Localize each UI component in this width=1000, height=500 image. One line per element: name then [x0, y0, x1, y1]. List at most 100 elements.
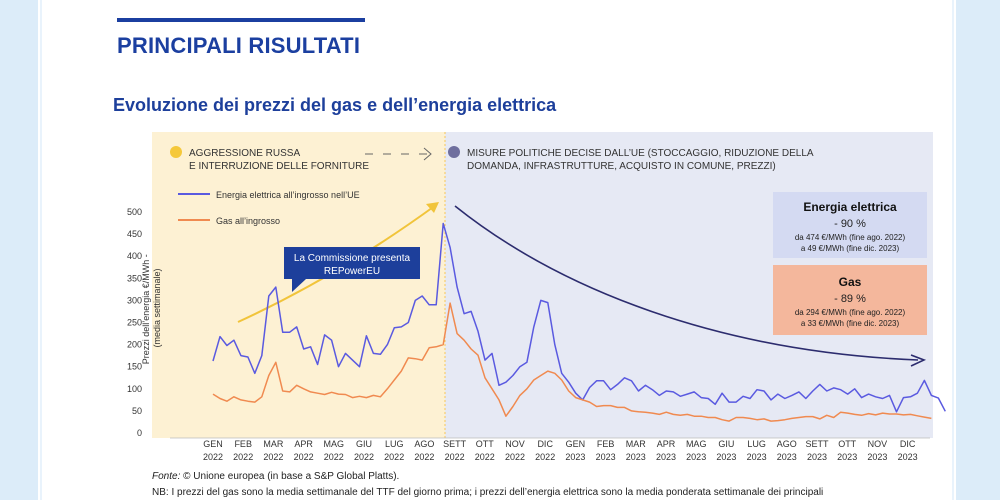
source-label: Fonte:	[152, 471, 181, 482]
x-tick-year: 2023	[898, 452, 918, 462]
x-tick-year: 2023	[837, 452, 857, 462]
x-tick-month: GEN	[566, 439, 586, 449]
phase-2-title-line2: DOMANDA, INFRASTRUTTURE, ACQUISTO IN COM…	[467, 161, 776, 172]
x-tick-year: 2022	[203, 452, 223, 462]
source-note: Fonte: © Unione europea (in base a S&P G…	[152, 471, 399, 482]
y-axis-title: Prezzi dell’energia €/MWh - (media setti…	[141, 252, 162, 365]
x-tick-month: LUG	[385, 439, 404, 449]
x-tick-year: 2022	[263, 452, 283, 462]
x-tick-month: AGO	[414, 439, 434, 449]
x-tick-month: FEB	[234, 439, 252, 449]
left-margin-line	[40, 0, 42, 500]
y-tick-label: 50	[132, 406, 142, 416]
y-tick-label: 0	[137, 428, 142, 438]
repowereu-callout-box	[284, 247, 420, 279]
x-tick-month: AGO	[777, 439, 797, 449]
source-text: © Unione europea (in base a S&P Global P…	[180, 471, 400, 482]
gas-summary-box: Gas - 89 % da 294 €/MWh (fine ago. 2022)…	[773, 265, 927, 335]
x-tick-month: NOV	[868, 439, 888, 449]
electricity-box-from: da 474 €/MWh (fine ago. 2022)	[795, 233, 906, 242]
x-tick-year: 2022	[324, 452, 344, 462]
x-tick-month: NOV	[505, 439, 525, 449]
x-tick-month: GIU	[356, 439, 372, 449]
subtitle-part-electricity: energia elettrica	[418, 95, 557, 115]
phase-2-title-line1: MISURE POLITICHE DECISE DALL’UE (STOCCAG…	[467, 148, 814, 159]
x-tick-year: 2022	[233, 452, 253, 462]
electricity-summary-box: Energia elettrica - 90 % da 474 €/MWh (f…	[773, 192, 927, 258]
x-tick-year: 2023	[747, 452, 767, 462]
gas-price-line	[212, 302, 932, 422]
section-title: PRINCIPALI RISULTATI	[117, 33, 361, 58]
phase-1-dot	[170, 146, 182, 158]
electricity-box-change: - 90 %	[834, 218, 866, 230]
x-tick-year: 2022	[445, 452, 465, 462]
phase-1-title-line2: E INTERRUZIONE DELLE FORNITURE	[189, 161, 369, 172]
gas-box-bg	[773, 265, 927, 335]
methodology-note: NB: I prezzi del gas sono la media setti…	[152, 487, 824, 498]
x-tick-month: DIC	[900, 439, 916, 449]
y-tick-label: 400	[127, 251, 142, 261]
x-tick-year: 2023	[565, 452, 585, 462]
right-margin-line	[952, 0, 954, 500]
repowereu-callout-line1: La Commissione presenta	[294, 253, 411, 264]
x-tick-year: 2023	[656, 452, 676, 462]
chart-subtitle: Evoluzione dei prezzi del gas e dell’ene…	[113, 95, 556, 116]
y-axis-title-line2: (media settimanale)	[152, 268, 162, 347]
repowereu-callout-pointer	[292, 279, 306, 292]
series-layer	[212, 222, 946, 422]
gas-box-title: Gas	[839, 275, 862, 289]
x-tick-month: MAG	[686, 439, 707, 449]
x-tick-month: GEN	[203, 439, 223, 449]
x-tick-month: APR	[657, 439, 676, 449]
electricity-box-title: Energia elettrica	[803, 200, 897, 214]
y-axis-ticks: 0 50 100 150 200 250 300 350 400 450 500	[127, 207, 142, 438]
subtitle-part-and: e	[362, 95, 383, 115]
falling-trend-arrowhead	[910, 354, 927, 367]
x-tick-year: 2022	[535, 452, 555, 462]
phase-transition-arrow	[365, 147, 432, 161]
x-tick-month: APR	[294, 439, 313, 449]
x-tick-year: 2022	[475, 452, 495, 462]
electricity-box-to: a 49 €/MWh (fine dic. 2023)	[801, 244, 900, 253]
phase-2-dot	[448, 146, 460, 158]
left-margin-band	[0, 0, 38, 500]
x-tick-month: SETT	[805, 439, 829, 449]
y-tick-label: 300	[127, 295, 142, 305]
x-tick-month: MAR	[263, 439, 284, 449]
y-tick-label: 250	[127, 318, 142, 328]
x-tick-month: MAG	[324, 439, 345, 449]
section-title-rule	[117, 18, 365, 22]
repowereu-callout-line2: REPowerEU	[324, 266, 380, 277]
subtitle-part-of: dell’	[382, 95, 419, 115]
y-tick-label: 450	[127, 229, 142, 239]
x-tick-month: LUG	[747, 439, 766, 449]
x-tick-month: DIC	[537, 439, 553, 449]
x-tick-year: 2023	[777, 452, 797, 462]
y-tick-label: 100	[127, 384, 142, 394]
y-tick-label: 200	[127, 340, 142, 350]
rising-trend-arrowhead	[426, 202, 439, 213]
x-tick-year: 2023	[867, 452, 887, 462]
x-axis-ticks: GEN 2022 FEB 2022 MAR 2022 APR 2022 MAG 2022 GIU 20…	[203, 439, 918, 462]
x-tick-month: OTT	[838, 439, 856, 449]
y-tick-label: 500	[127, 207, 142, 217]
x-tick-year: 2023	[596, 452, 616, 462]
x-tick-month: FEB	[597, 439, 615, 449]
gas-box-from: da 294 €/MWh (fine ago. 2022)	[795, 308, 906, 317]
y-tick-label: 150	[127, 362, 142, 372]
falling-trend-arrow	[454, 205, 919, 361]
subtitle-part-gas: gas	[331, 95, 363, 115]
repowereu-callout: La Commissione presenta REPowerEU	[284, 247, 420, 292]
x-tick-year: 2022	[294, 452, 314, 462]
x-tick-year: 2023	[716, 452, 736, 462]
x-tick-year: 2022	[414, 452, 434, 462]
y-axis-title-line1: Prezzi dell’energia €/MWh -	[141, 254, 151, 364]
right-margin-band	[956, 0, 1000, 500]
legend-electricity-label: Energia elettrica all’ingrosso nell’UE	[216, 190, 360, 200]
x-tick-year: 2022	[505, 452, 525, 462]
subtitle-part-1: Evoluzione dei prezzi del	[113, 95, 332, 115]
gas-box-to: a 33 €/MWh (fine dic. 2023)	[801, 319, 900, 328]
phase-1-title-line1: AGGRESSIONE RUSSA	[189, 148, 300, 159]
x-tick-month: MAR	[626, 439, 647, 449]
